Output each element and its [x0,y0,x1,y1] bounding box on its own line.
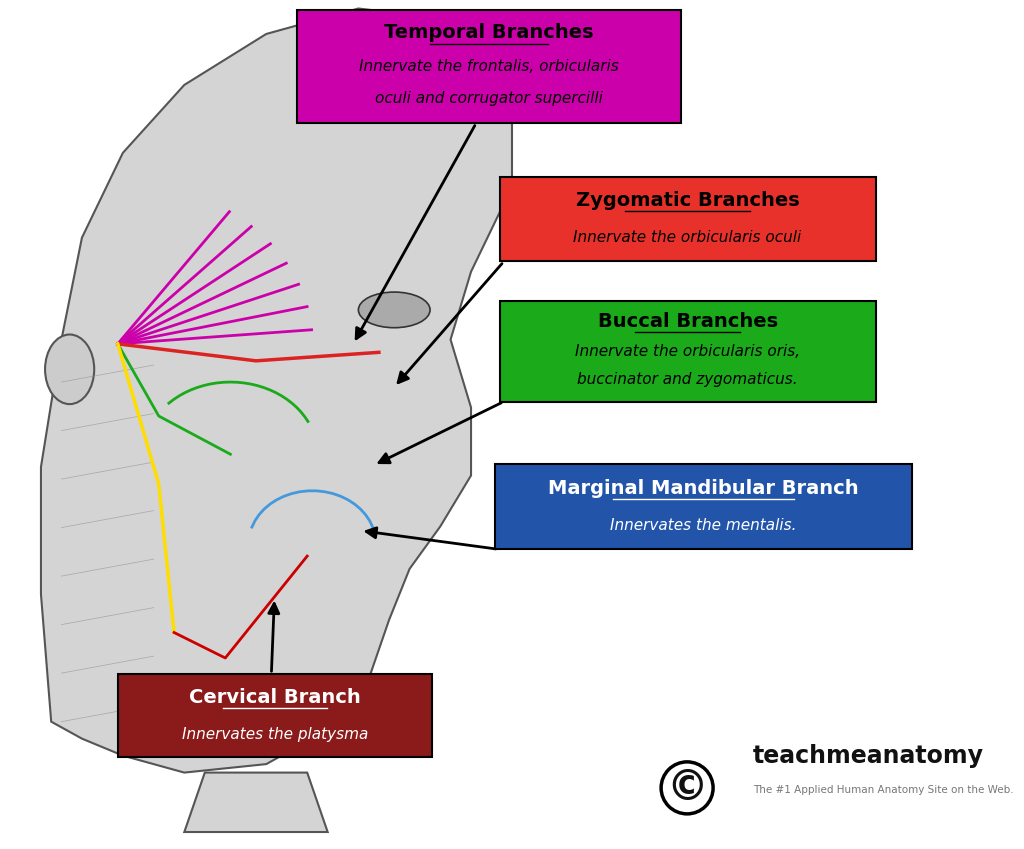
Polygon shape [184,773,328,832]
Text: Innervate the orbicularis oris,: Innervate the orbicularis oris, [575,344,800,359]
Polygon shape [41,8,512,773]
Text: ©: © [667,767,708,809]
Ellipse shape [358,292,430,328]
Ellipse shape [45,335,94,404]
Text: Cervical Branch: Cervical Branch [189,688,360,707]
Text: Innervate the frontalis, orbicularis: Innervate the frontalis, orbicularis [359,59,618,74]
Text: oculi and corrugator supercilli: oculi and corrugator supercilli [375,91,603,106]
Text: buccinator and zygomaticus.: buccinator and zygomaticus. [578,372,798,387]
FancyBboxPatch shape [495,464,912,549]
Text: Innervate the orbicularis oculi: Innervate the orbicularis oculi [573,230,802,245]
Text: Buccal Branches: Buccal Branches [598,312,777,331]
Text: Innervates the platysma: Innervates the platysma [181,727,369,741]
FancyBboxPatch shape [118,674,432,757]
Text: Marginal Mandibular Branch: Marginal Mandibular Branch [548,479,859,498]
FancyBboxPatch shape [500,301,876,402]
Text: Innervates the mentalis.: Innervates the mentalis. [610,518,797,533]
Text: Temporal Branches: Temporal Branches [384,23,594,42]
FancyBboxPatch shape [500,177,876,261]
Text: The #1 Applied Human Anatomy Site on the Web.: The #1 Applied Human Anatomy Site on the… [753,784,1014,795]
Text: Zygomatic Branches: Zygomatic Branches [575,191,800,210]
FancyBboxPatch shape [297,10,681,123]
Text: teachmeanatomy: teachmeanatomy [753,744,984,767]
